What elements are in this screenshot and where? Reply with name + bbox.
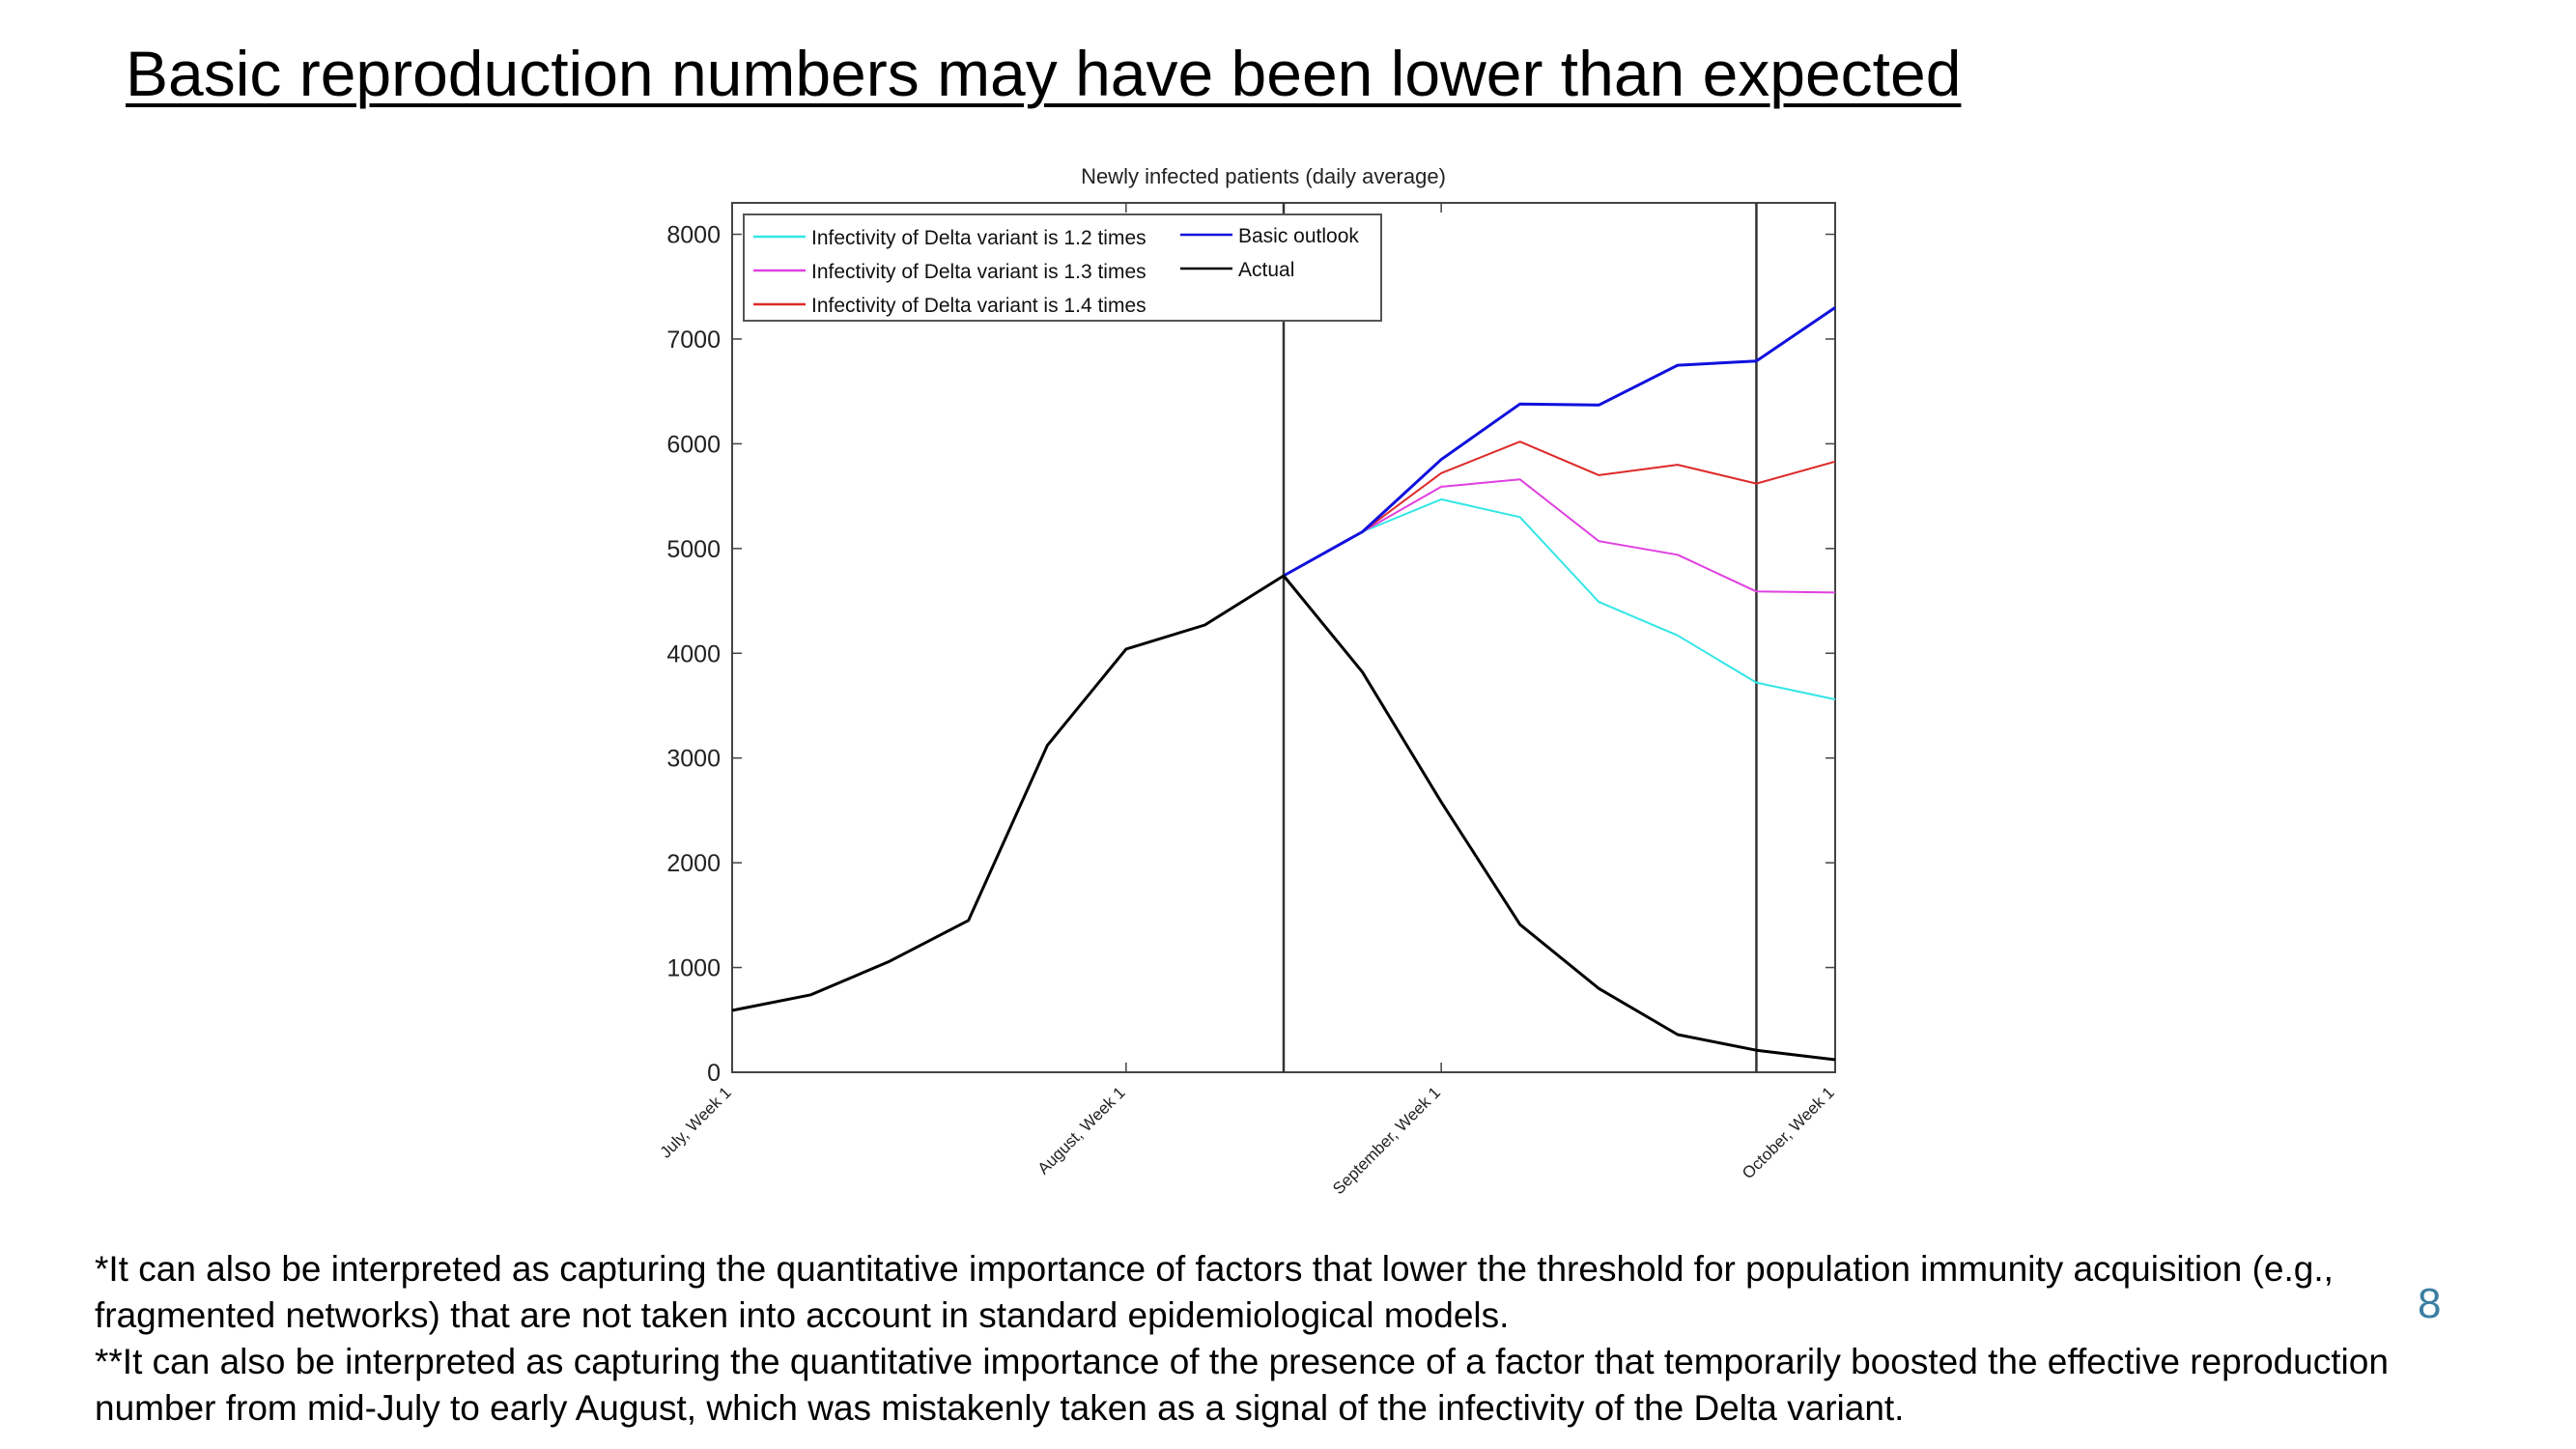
slide-title: Basic reproduction numbers may have been…: [126, 38, 1962, 109]
y-tick-label: 7000: [666, 327, 721, 354]
series-line-1: [1283, 497, 1836, 700]
line-chart: Newly infected patients (daily average) …: [657, 164, 1838, 1198]
y-tick-label: 1000: [666, 955, 721, 982]
x-tick-label: July, Week 1: [657, 1083, 735, 1161]
series-line-4: [1283, 306, 1836, 578]
x-tick-label: August, Week 1: [1034, 1083, 1129, 1178]
chart-title: Newly infected patients (daily average): [1081, 164, 1446, 188]
x-tick-label: September, Week 1: [1329, 1083, 1444, 1198]
y-tick-label: 4000: [666, 640, 721, 668]
legend-label-5: Actual: [1238, 259, 1294, 281]
series-line-5: [731, 574, 1836, 1062]
y-tick-label: 6000: [666, 431, 721, 458]
y-tick-label: 0: [707, 1060, 721, 1087]
legend-box: [743, 213, 1382, 322]
footnote-1: *It can also be interpreted as capturing…: [95, 1249, 2334, 1335]
y-tick-label: 3000: [666, 746, 721, 773]
legend-label-2: Infectivity of Delta variant is 1.3 time…: [811, 261, 1146, 283]
y-tick-label: 5000: [666, 536, 721, 563]
legend-label-1: Infectivity of Delta variant is 1.2 time…: [811, 227, 1146, 249]
page-number: 8: [2418, 1280, 2442, 1327]
chart-legend: Infectivity of Delta variant is 1.2 time…: [743, 213, 1382, 322]
x-tick-label: October, Week 1: [1739, 1083, 1838, 1182]
y-tick-label: 8000: [666, 222, 721, 249]
legend-label-3: Infectivity of Delta variant is 1.4 time…: [811, 295, 1146, 317]
y-tick-label: 2000: [666, 850, 721, 877]
series-line-3: [1283, 440, 1836, 577]
legend-label-4: Basic outlook: [1238, 225, 1359, 247]
footnote-2: **It can also be interpreted as capturin…: [95, 1342, 2389, 1428]
footnotes: *It can also be interpreted as capturing…: [95, 1246, 2413, 1432]
series-line-2: [1283, 478, 1836, 594]
